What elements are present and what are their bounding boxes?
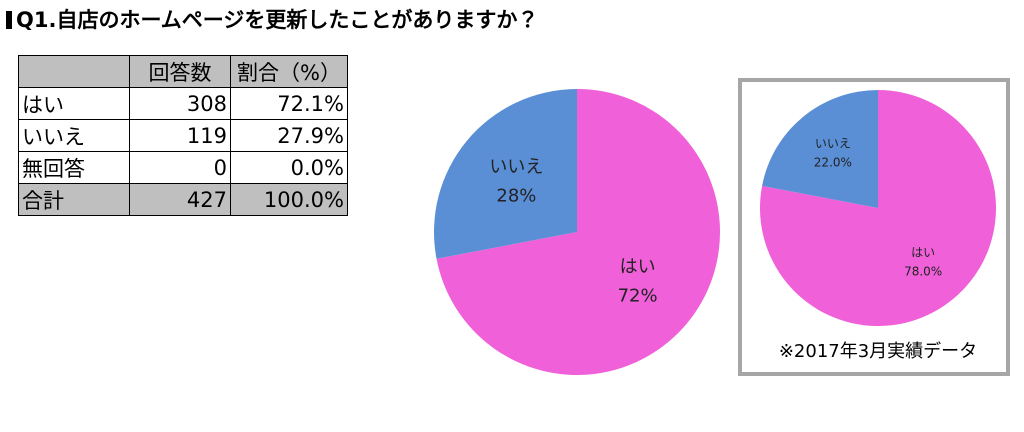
pie-slice: [434, 89, 577, 259]
cell: 無回答: [18, 151, 130, 184]
cell: 100.0%: [230, 183, 348, 216]
table-total-row: 合計 427 100.0%: [18, 183, 348, 216]
slice-value-label: 72%: [618, 286, 658, 307]
slice-value-label: 22.0%: [814, 156, 852, 170]
pie-slice: [436, 89, 720, 375]
header-cell: [18, 55, 130, 88]
slice-category-label: いいえ: [489, 156, 543, 177]
cell: 427: [129, 183, 231, 216]
pie-slice: [762, 90, 878, 208]
cell: はい: [18, 87, 130, 120]
slice-value-label: 78.0%: [904, 265, 942, 279]
slice-category-label: いいえ: [815, 136, 851, 150]
comparison-frame: [738, 78, 1010, 376]
cell: いいえ: [18, 119, 130, 152]
slice-category-label: はい: [620, 257, 656, 278]
summary-table: 回答数 割合（%） はい 308 72.1% いいえ 119 27.9% 無回答 0 0.0%…: [18, 55, 348, 216]
chart-caption: ※2017年3月実績データ: [779, 341, 977, 362]
page-title: Q1.自店のホームページを更新したことがありますか？: [6, 4, 538, 34]
table-row: はい 308 72.1%: [18, 87, 348, 120]
slice-category-label: はい: [911, 245, 935, 259]
table-header: 回答数 割合（%）: [18, 55, 348, 88]
cell: 0.0%: [230, 151, 348, 184]
table-row: いいえ 119 27.9%: [18, 119, 348, 152]
cell: 72.1%: [230, 87, 348, 120]
cell: 27.9%: [230, 119, 348, 152]
slice-value-label: 28%: [496, 185, 536, 206]
cell: 合計: [18, 183, 130, 216]
table-row: 無回答 0 0.0%: [18, 151, 348, 184]
